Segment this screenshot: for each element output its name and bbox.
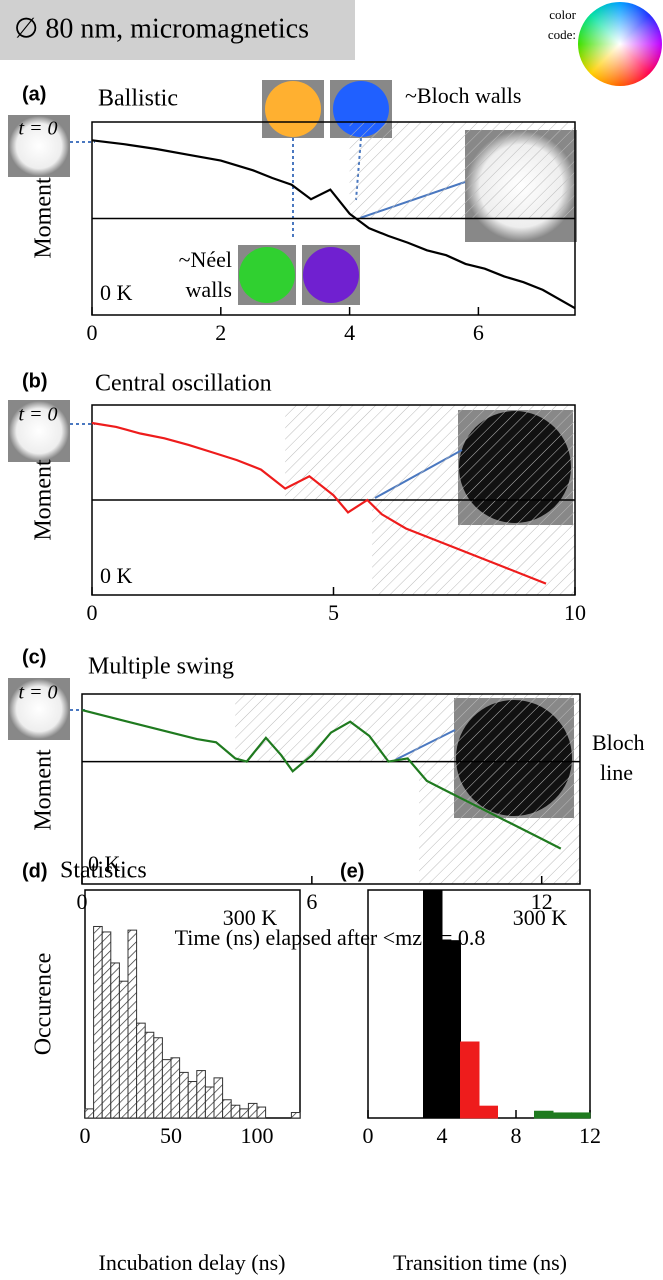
temperature-label: 0 K — [100, 280, 133, 305]
annotation: line — [600, 760, 633, 785]
panel-label: (b) — [22, 370, 48, 392]
histogram-bar — [460, 1041, 480, 1119]
histogram-bar — [93, 925, 103, 1119]
histogram-bar — [179, 1071, 189, 1119]
histogram-bar — [290, 1112, 301, 1119]
series-label: Ballistic — [98, 86, 178, 112]
t0-label: t = 0 — [18, 682, 57, 704]
histogram-bar — [187, 1081, 198, 1119]
x-tick-label: 0 — [363, 1123, 374, 1148]
temperature-label: 0 K — [88, 851, 121, 876]
x-tick-label: 2 — [215, 320, 226, 345]
y-axis-label: Moment — [31, 749, 57, 831]
panel-label: (c) — [22, 646, 46, 668]
color-wheel — [578, 2, 662, 86]
histogram-bar — [196, 1070, 206, 1119]
x-tick-label: 0 — [77, 889, 88, 914]
x-tick-label: 0 — [80, 1123, 91, 1148]
annotation: walls — [186, 277, 232, 302]
histogram-bar — [110, 962, 120, 1119]
panel-label: (e) — [340, 860, 364, 882]
annotation: ~Néel — [179, 247, 232, 272]
histogram-bar — [247, 1102, 258, 1119]
panel-label: (a) — [22, 83, 46, 105]
t0-label: t = 0 — [18, 404, 57, 426]
histogram-bar — [571, 1112, 591, 1119]
series-label: Central oscillation — [95, 371, 272, 397]
histogram-bar — [170, 1057, 181, 1119]
x-tick-label: 12 — [531, 889, 553, 914]
series-line — [91, 139, 576, 310]
x-tick-label: 4 — [344, 320, 355, 345]
t0-label: t = 0 — [18, 118, 57, 140]
histogram-bar — [161, 1059, 172, 1119]
x-tick-label: 0 — [87, 320, 98, 345]
histogram-bar — [230, 1104, 241, 1119]
histogram-bar — [136, 1022, 146, 1119]
histogram-bar — [213, 1077, 224, 1119]
histogram-bar — [423, 889, 443, 1119]
histogram-bar — [118, 980, 129, 1119]
shaded-region — [419, 761, 580, 884]
histogram-bar — [153, 1037, 163, 1119]
temperature-label: 0 K — [100, 563, 133, 588]
temperature-label: 300 K — [223, 905, 278, 930]
shaded-region — [235, 694, 580, 762]
x-axis-label: Incubation delay (ns) — [99, 1250, 286, 1275]
x-tick-label: 4 — [437, 1123, 448, 1148]
histogram-bar — [127, 929, 138, 1119]
color-code-label: color — [549, 7, 576, 22]
series-line — [81, 709, 562, 850]
color-code-label: code: — [548, 27, 576, 42]
x-tick-label: 6 — [306, 889, 317, 914]
shaded-region — [285, 405, 575, 500]
histogram-bar — [441, 940, 461, 1119]
histogram-bar — [222, 1099, 232, 1119]
series-label: Multiple swing — [88, 654, 234, 680]
header-box — [0, 0, 355, 60]
histogram-bar — [144, 1031, 155, 1119]
y-axis-label: Moment — [31, 459, 57, 541]
x-tick-label: 12 — [579, 1123, 601, 1148]
histogram-bar — [239, 1108, 249, 1119]
histogram-bar — [552, 1112, 572, 1119]
shaded-region — [349, 122, 575, 219]
plot-frame — [81, 693, 581, 885]
y-axis-label: Moment — [31, 177, 57, 259]
shaded-region — [372, 500, 575, 595]
x-tick-label: 0 — [87, 600, 98, 625]
annotation: Bloch — [592, 730, 645, 755]
series-label: Statistics — [60, 858, 147, 884]
x-tick-label: 50 — [160, 1123, 182, 1148]
series-line — [91, 421, 547, 585]
x-tick-label: 6 — [473, 320, 484, 345]
histogram-bar — [534, 1110, 554, 1119]
header-title: ∅ 80 nm, micromagnetics — [14, 13, 309, 44]
histogram-bar — [256, 1106, 267, 1119]
x-tick-label: 10 — [564, 600, 586, 625]
histogram-bar — [84, 1108, 95, 1119]
x-axis-label: Transition time (ns) — [393, 1250, 567, 1275]
histogram-bar — [101, 931, 112, 1119]
x-tick-label: 5 — [328, 600, 339, 625]
temperature-label: 300 K — [513, 905, 568, 930]
annotation: ~Bloch walls — [405, 83, 521, 108]
panel-label: (d) — [22, 860, 48, 882]
histogram-bar — [478, 1105, 498, 1119]
x-tick-label: 8 — [511, 1123, 522, 1148]
histogram-bar — [204, 1086, 215, 1119]
y-axis-label: Occurence — [31, 953, 57, 1056]
x-tick-label: 100 — [241, 1123, 274, 1148]
